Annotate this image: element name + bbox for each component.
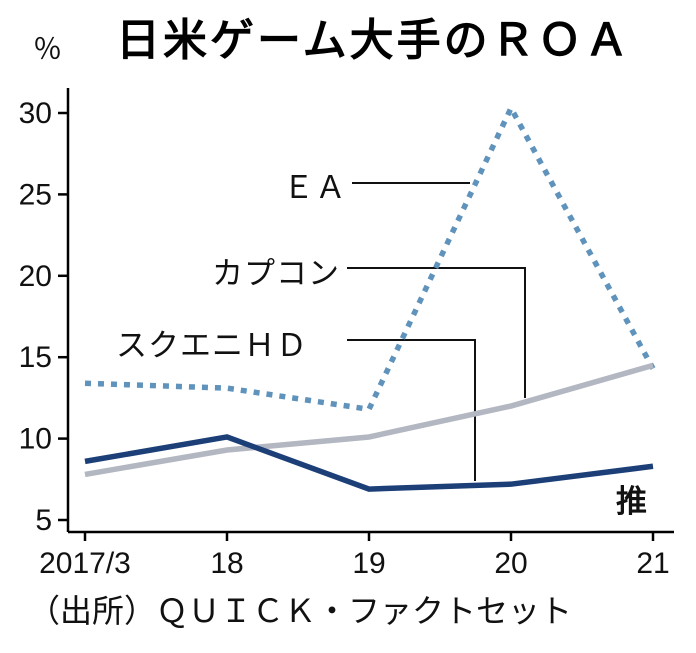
y-tick-label: 30 [19, 97, 52, 130]
leader-line-squareenix-hd [347, 339, 476, 481]
x-tick-label: 18 [210, 547, 243, 580]
x-tick-label: 2017/3 [39, 547, 131, 580]
y-tick-label: 25 [19, 178, 52, 211]
y-tick-label: 10 [19, 423, 52, 456]
y-tick-label: 15 [19, 341, 52, 374]
y-axis-unit-label: ％ [33, 34, 63, 66]
x-tick-label: 20 [494, 547, 527, 580]
estimate-marker: 推 [616, 484, 647, 519]
series-line-2 [84, 434, 654, 492]
series-line-0 [84, 102, 656, 413]
series-label-capcom: カプコン [212, 256, 340, 291]
x-tick-label: 19 [352, 547, 385, 580]
y-tick-label: 5 [35, 504, 52, 537]
series-label-ea: ＥＡ [283, 170, 347, 205]
series-label-squareenix-hd: スクエニＨＤ [116, 328, 308, 363]
y-tick-label: 20 [19, 260, 52, 293]
x-tick-label: 21 [636, 547, 669, 580]
leader-line-capcom [347, 267, 526, 398]
series-line-1 [84, 362, 654, 478]
chart-title: 日米ゲーム大手のＲＯＡ [116, 16, 632, 65]
source-note: （出所）ＱＵＩＣＫ・ファクトセット [28, 593, 573, 629]
